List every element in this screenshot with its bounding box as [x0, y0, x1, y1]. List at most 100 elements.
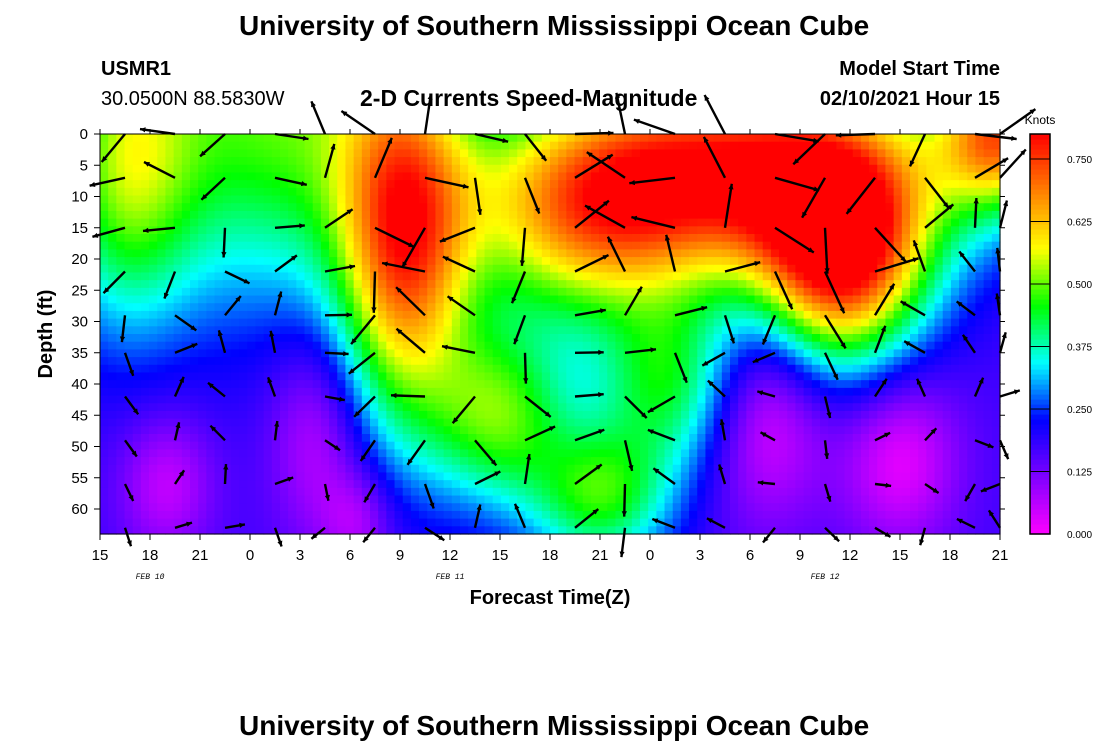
heatmap-cell — [124, 295, 134, 304]
heatmap-cell — [263, 210, 273, 220]
heatmap-cell — [492, 457, 502, 466]
heatmap-cell — [844, 234, 854, 243]
heatmap-cell — [468, 218, 477, 227]
heatmap-cell — [386, 172, 396, 181]
heatmap-cell — [361, 372, 371, 381]
heatmap-cell — [648, 518, 657, 527]
heatmap-cell — [509, 349, 518, 358]
heatmap-cell — [181, 287, 191, 297]
heatmap-cell — [550, 364, 559, 374]
heatmap-cell — [206, 249, 216, 258]
heatmap-cell — [108, 303, 117, 312]
heatmap-cell — [828, 487, 837, 497]
heatmap-cell — [190, 295, 199, 304]
heatmap-cell — [116, 403, 126, 412]
heatmap-cell — [754, 334, 764, 343]
heatmap-cell — [566, 195, 576, 204]
heatmap-cell — [697, 249, 707, 258]
heatmap-cell — [239, 357, 248, 366]
heatmap-cell — [656, 234, 666, 243]
heatmap-cell — [860, 234, 870, 243]
heatmap-cell — [599, 526, 608, 535]
heatmap-cell — [165, 380, 175, 389]
heatmap-cell — [206, 449, 216, 458]
heatmap-cell — [460, 487, 469, 497]
heatmap-cell — [149, 295, 158, 304]
heatmap-cell — [132, 134, 142, 143]
heatmap-cell — [157, 187, 167, 197]
heatmap-cell — [247, 218, 257, 227]
heatmap-cell — [517, 418, 527, 427]
heatmap-cell — [132, 318, 142, 327]
heatmap-cell — [116, 464, 126, 474]
heatmap-cell — [222, 172, 232, 181]
heatmap-cell — [640, 472, 649, 481]
heatmap-cell — [803, 141, 813, 150]
heatmap-cell — [353, 310, 363, 320]
heatmap-cell — [132, 226, 142, 235]
heatmap-cell — [640, 380, 649, 389]
heatmap-cell — [566, 434, 576, 443]
heatmap-cell — [419, 164, 428, 174]
heatmap-cell — [582, 264, 592, 274]
heatmap-cell — [738, 203, 747, 212]
heatmap-cell — [190, 403, 199, 412]
heatmap-cell — [206, 241, 216, 250]
heatmap-cell — [427, 218, 437, 227]
heatmap-cell — [230, 526, 240, 535]
heatmap-cell — [312, 310, 322, 320]
heatmap-cell — [451, 303, 461, 312]
heatmap-cell — [500, 526, 510, 535]
heatmap-cell — [394, 410, 404, 420]
heatmap-cell — [803, 372, 813, 381]
heatmap-cell — [484, 495, 494, 504]
heatmap-cell — [165, 518, 175, 527]
heatmap-cell — [173, 257, 183, 266]
heatmap-cell — [378, 149, 387, 158]
heatmap-cell — [230, 510, 240, 520]
heatmap-cell — [222, 480, 232, 489]
heatmap-cell — [533, 164, 543, 174]
heatmap-cell — [517, 210, 527, 220]
heatmap-cell — [157, 210, 167, 220]
heatmap-cell — [860, 387, 870, 397]
heatmap-cell — [271, 387, 281, 397]
heatmap-cell — [353, 480, 363, 489]
heatmap-cell — [190, 441, 199, 450]
heatmap-cell — [386, 403, 396, 412]
heatmap-cell — [509, 203, 518, 212]
heatmap-cell — [590, 472, 600, 481]
heatmap-cell — [852, 372, 862, 381]
heatmap-cell — [640, 180, 649, 189]
heatmap-cell — [730, 495, 739, 504]
heatmap-cell — [353, 434, 363, 443]
heatmap-cell — [492, 395, 502, 404]
heatmap-cell — [779, 349, 788, 358]
heatmap-cell — [304, 341, 314, 350]
heatmap-cell — [746, 141, 756, 150]
heatmap-cell — [779, 257, 788, 266]
heatmap-cell — [615, 241, 625, 250]
heatmap-cell — [779, 157, 788, 166]
heatmap-cell — [402, 418, 412, 427]
heatmap-cell — [337, 503, 347, 512]
heatmap-cell — [124, 495, 134, 504]
heatmap-cell — [320, 257, 330, 266]
heatmap-cell — [754, 426, 764, 435]
heatmap-cell — [770, 210, 780, 220]
heatmap-cell — [116, 149, 126, 158]
heatmap-cell — [239, 464, 248, 474]
heatmap-cell — [435, 364, 445, 374]
heatmap-cell — [779, 195, 788, 204]
heatmap-cell — [132, 503, 142, 512]
heatmap-cell — [550, 403, 559, 412]
heatmap-cell — [280, 364, 289, 374]
heatmap-cell — [615, 180, 625, 189]
heatmap-cell — [795, 295, 805, 304]
heatmap-cell — [443, 510, 453, 520]
heatmap-cell — [541, 341, 551, 350]
heatmap-cell — [541, 349, 551, 358]
heatmap-cell — [288, 349, 297, 358]
heatmap-cell — [100, 180, 109, 189]
heatmap-cell — [631, 272, 641, 281]
